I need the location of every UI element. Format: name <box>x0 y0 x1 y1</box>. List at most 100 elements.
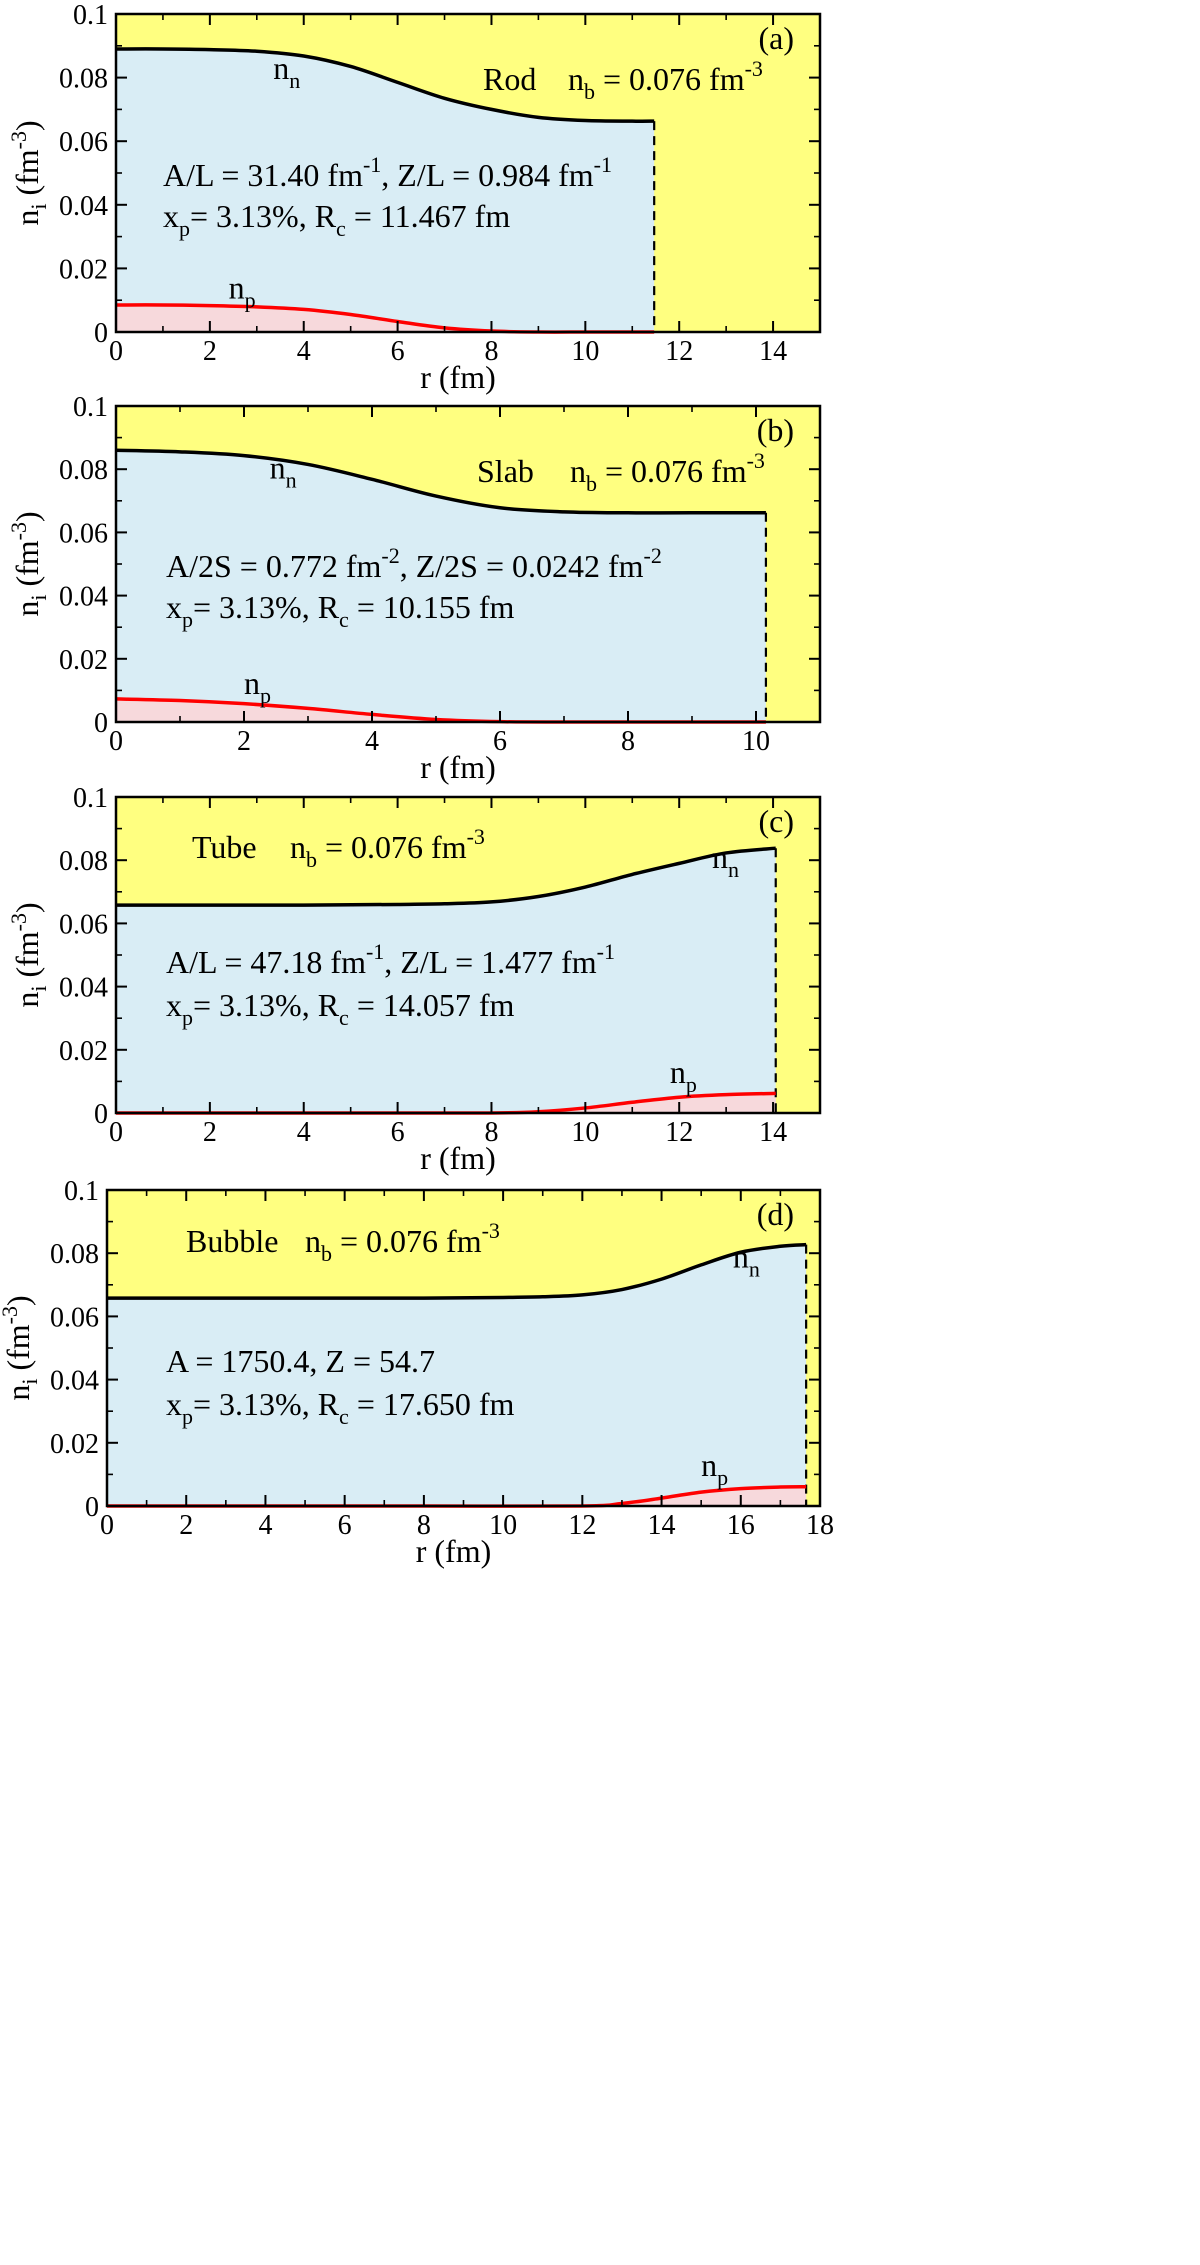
x-tick-label: 10 <box>571 336 599 367</box>
x-tick-label: 6 <box>493 726 507 757</box>
x-tick-label: 2 <box>203 336 217 367</box>
x-tick-label: 8 <box>484 336 498 367</box>
proton-series-label: np <box>670 1054 697 1097</box>
x-tick-label: 10 <box>571 1117 599 1148</box>
x-tick-label: 8 <box>484 1117 498 1148</box>
proton-fill <box>116 304 655 333</box>
panel-label: (b) <box>757 412 794 448</box>
x-tick-label: 4 <box>297 336 311 367</box>
y-tick-label: 0.02 <box>59 1036 108 1067</box>
x-tick-label: 4 <box>258 1510 272 1541</box>
annotation-line-2: xp= 3.13%, Rc = 14.057 fm <box>166 987 515 1030</box>
y-tick-label: 0.04 <box>59 973 108 1004</box>
annotation-line-1: A = 1750.4, Z = 54.7 <box>166 1343 435 1379</box>
x-tick-label: 0 <box>100 1510 114 1541</box>
y-tick-label: 0 <box>94 708 108 739</box>
neutron-series-label: nn <box>712 839 739 882</box>
y-tick-label: 0.04 <box>59 582 108 613</box>
x-axis-label: r (fm) <box>416 1533 492 1569</box>
x-tick-label: 8 <box>621 726 635 757</box>
neutron-fill <box>116 848 776 1113</box>
y-tick-label: 0 <box>94 318 108 349</box>
y-tick-label: 0.06 <box>59 518 108 549</box>
y-tick-label: 0.04 <box>50 1366 99 1397</box>
y-tick-label: 0.08 <box>59 64 108 95</box>
baryon-density-label: nb = 0.076 fm-3 <box>290 824 485 872</box>
proton-fill <box>107 1486 807 1507</box>
y-tick-label: 0.02 <box>59 645 108 676</box>
y-tick-label: 0.1 <box>64 1176 99 1207</box>
y-tick-label: 0.06 <box>50 1302 99 1333</box>
x-tick-label: 12 <box>665 336 693 367</box>
proton-series-label: np <box>244 665 271 708</box>
panel-label: (d) <box>757 1196 794 1232</box>
x-tick-label: 16 <box>727 1510 755 1541</box>
proton-fill <box>116 698 766 723</box>
x-tick-label: 12 <box>568 1510 596 1541</box>
panel-b: 0 2 4 6 8 10 0 0.02 0.04 0.06 0.08 0.1 r (fm) ni (fm-… <box>6 392 822 785</box>
panel-d: 0 2 4 6 8 10 12 14 16 18 0 0.02 0.04 0.06 0.08 0.1 r (fm… <box>0 1176 834 1569</box>
neutron-fill <box>116 450 766 722</box>
neutron-series-label: nn <box>270 450 297 493</box>
baryon-density-label: nb = 0.076 fm-3 <box>568 56 763 104</box>
x-tick-label: 8 <box>417 1510 431 1541</box>
x-tick-label: 2 <box>179 1510 193 1541</box>
neutron-fill <box>116 48 655 332</box>
x-tick-label: 14 <box>759 1117 787 1148</box>
y-tick-label: 0.06 <box>59 909 108 940</box>
x-tick-label: 0 <box>109 1117 123 1148</box>
x-tick-label: 12 <box>665 1117 693 1148</box>
x-tick-label: 6 <box>391 1117 405 1148</box>
panel-label: (c) <box>758 803 794 839</box>
neutron-density-line <box>106 1242 807 1300</box>
panel-a: 0 2 4 6 8 10 12 14 0 0.02 0.04 0.06 0.08 0.1 r (fm) ni … <box>6 0 822 395</box>
x-tick-label: 0 <box>109 336 123 367</box>
x-axis-label: r (fm) <box>420 1140 496 1176</box>
annotation-line-2: xp= 3.13%, Rc = 10.155 fm <box>166 589 515 632</box>
x-tick-label: 10 <box>489 1510 517 1541</box>
panel-c: 0 2 4 6 8 10 12 14 0 0.02 0.04 0.06 0.08 0.1 r (fm) ni … <box>6 783 822 1176</box>
y-tick-label: 0 <box>94 1099 108 1130</box>
proton-fill <box>116 1093 776 1114</box>
neutron-series-label: nn <box>733 1238 760 1281</box>
annotation-line-2: xp= 3.13%, Rc = 11.467 fm <box>163 198 510 241</box>
x-tick-label: 10 <box>742 726 770 757</box>
x-tick-label: 2 <box>237 726 251 757</box>
neutron-density-line <box>116 846 776 907</box>
y-tick-label: 0.06 <box>59 127 108 158</box>
y-tick-label: 0.02 <box>50 1429 99 1460</box>
y-tick-label: 0 <box>85 1492 99 1523</box>
shape-label: Bubble <box>186 1223 278 1259</box>
y-tick-label: 0.08 <box>59 455 108 486</box>
y-axis-label: ni (fm-3) <box>6 120 51 225</box>
x-tick-label: 4 <box>297 1117 311 1148</box>
shape-label: Slab <box>477 453 534 489</box>
shape-label: Tube <box>192 829 257 865</box>
x-tick-label: 14 <box>759 336 787 367</box>
x-tick-label: 0 <box>109 726 123 757</box>
x-axis-label: r (fm) <box>420 749 496 785</box>
neutron-density-line <box>115 47 655 123</box>
y-tick-label: 0.1 <box>73 783 108 814</box>
annotation-line-1: A/2S = 0.772 fm-2, Z/2S = 0.0242 fm-2 <box>166 543 662 584</box>
baryon-density-label: nb = 0.076 fm-3 <box>570 448 765 496</box>
annotation-line-1: A/L = 47.18 fm-1, Z/L = 1.477 fm-1 <box>166 939 615 980</box>
proton-series-label: np <box>701 1447 728 1490</box>
x-axis-label: r (fm) <box>420 359 496 395</box>
baryon-density-label: nb = 0.076 fm-3 <box>305 1218 500 1266</box>
annotation-line-2: xp= 3.13%, Rc = 17.650 fm <box>166 1386 515 1429</box>
y-tick-label: 0.04 <box>59 191 108 222</box>
x-tick-label: 14 <box>648 1510 676 1541</box>
y-axis-label: ni (fm-3) <box>6 511 51 616</box>
y-tick-label: 0.08 <box>50 1239 99 1270</box>
y-tick-label: 0.1 <box>73 392 108 423</box>
y-axis-label: ni (fm-3) <box>0 1295 42 1400</box>
x-tick-label: 6 <box>391 336 405 367</box>
panel-label: (a) <box>758 20 794 56</box>
neutron-series-label: nn <box>273 50 300 93</box>
x-tick-label: 2 <box>203 1117 217 1148</box>
x-tick-label: 6 <box>338 1510 352 1541</box>
shape-label: Rod <box>483 61 536 97</box>
proton-series-label: np <box>229 269 256 312</box>
